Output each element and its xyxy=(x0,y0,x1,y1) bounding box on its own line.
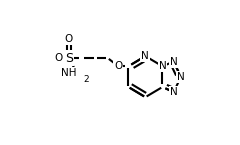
Text: N: N xyxy=(159,61,166,71)
Text: 2: 2 xyxy=(83,75,89,84)
Text: S: S xyxy=(65,51,73,65)
Text: O: O xyxy=(54,53,62,63)
Text: N: N xyxy=(142,51,149,61)
Text: O: O xyxy=(65,34,73,44)
Text: NH: NH xyxy=(61,68,77,77)
Text: N: N xyxy=(170,57,178,67)
Text: N: N xyxy=(177,72,185,82)
Text: O: O xyxy=(114,61,122,71)
Text: N: N xyxy=(170,87,178,97)
